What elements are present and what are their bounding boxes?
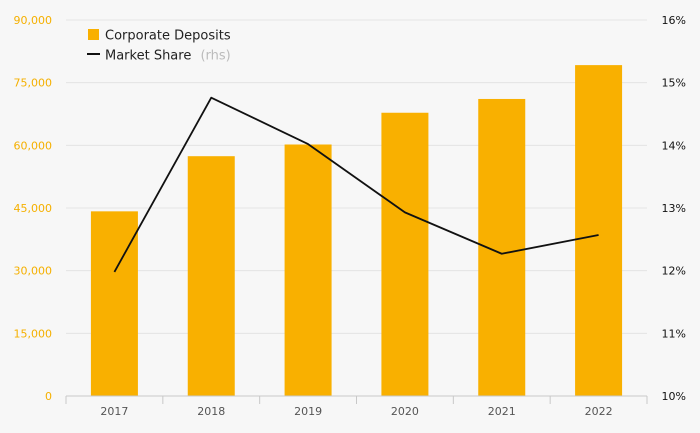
y-right-tick-label: 15% — [662, 77, 686, 90]
market-share-line — [113, 96, 599, 273]
y-right-tick-label: 11% — [662, 327, 686, 340]
x-tick-label: 2020 — [391, 405, 419, 418]
y-left-tick-label: 30,000 — [14, 265, 53, 278]
legend: Corporate Deposits Market Share (rhs) — [87, 29, 231, 64]
gridlines — [66, 19, 647, 334]
axes: 0 10% 15,000 11% 30,000 12% 45,000 13% 60,000 14%… — [14, 14, 687, 418]
legend-label-corporate-deposits: Corporate Deposits — [105, 29, 231, 44]
x-tick-label: 2022 — [585, 405, 613, 418]
y-left-tick-label: 15,000 — [14, 327, 53, 340]
y-right-tick-label: 13% — [662, 202, 686, 215]
y-left-tick-label: 45,000 — [14, 202, 53, 215]
bar — [575, 65, 623, 397]
line-series-market-share — [113, 96, 599, 273]
legend-swatch-corporate-deposits — [88, 29, 99, 40]
x-tick-label: 2021 — [488, 405, 516, 418]
legend-label-market-share-name: Market Share — [105, 49, 191, 64]
bar-series-corporate-deposits — [90, 65, 623, 397]
bar — [187, 156, 235, 396]
y-right-tick-label: 10% — [662, 390, 686, 403]
x-tick-label: 2018 — [197, 405, 225, 418]
y-left-tick-label: 75,000 — [14, 77, 53, 90]
legend-label-market-share: Market Share (rhs) — [105, 45, 231, 64]
x-tick-label: 2017 — [100, 405, 128, 418]
y-right-tick-label: 12% — [662, 265, 686, 278]
y-left-tick-label: 90,000 — [14, 14, 53, 27]
x-tick-label: 2019 — [294, 405, 322, 418]
y-right-tick-label: 14% — [662, 139, 686, 152]
y-right-tick-label: 16% — [662, 14, 686, 27]
y-left-tick-label: 0 — [45, 390, 52, 403]
bar — [90, 211, 138, 396]
legend-label-market-share-suffix: (rhs) — [200, 49, 230, 64]
bar — [284, 144, 332, 396]
bar — [381, 112, 429, 396]
y-left-tick-label: 60,000 — [14, 139, 53, 152]
